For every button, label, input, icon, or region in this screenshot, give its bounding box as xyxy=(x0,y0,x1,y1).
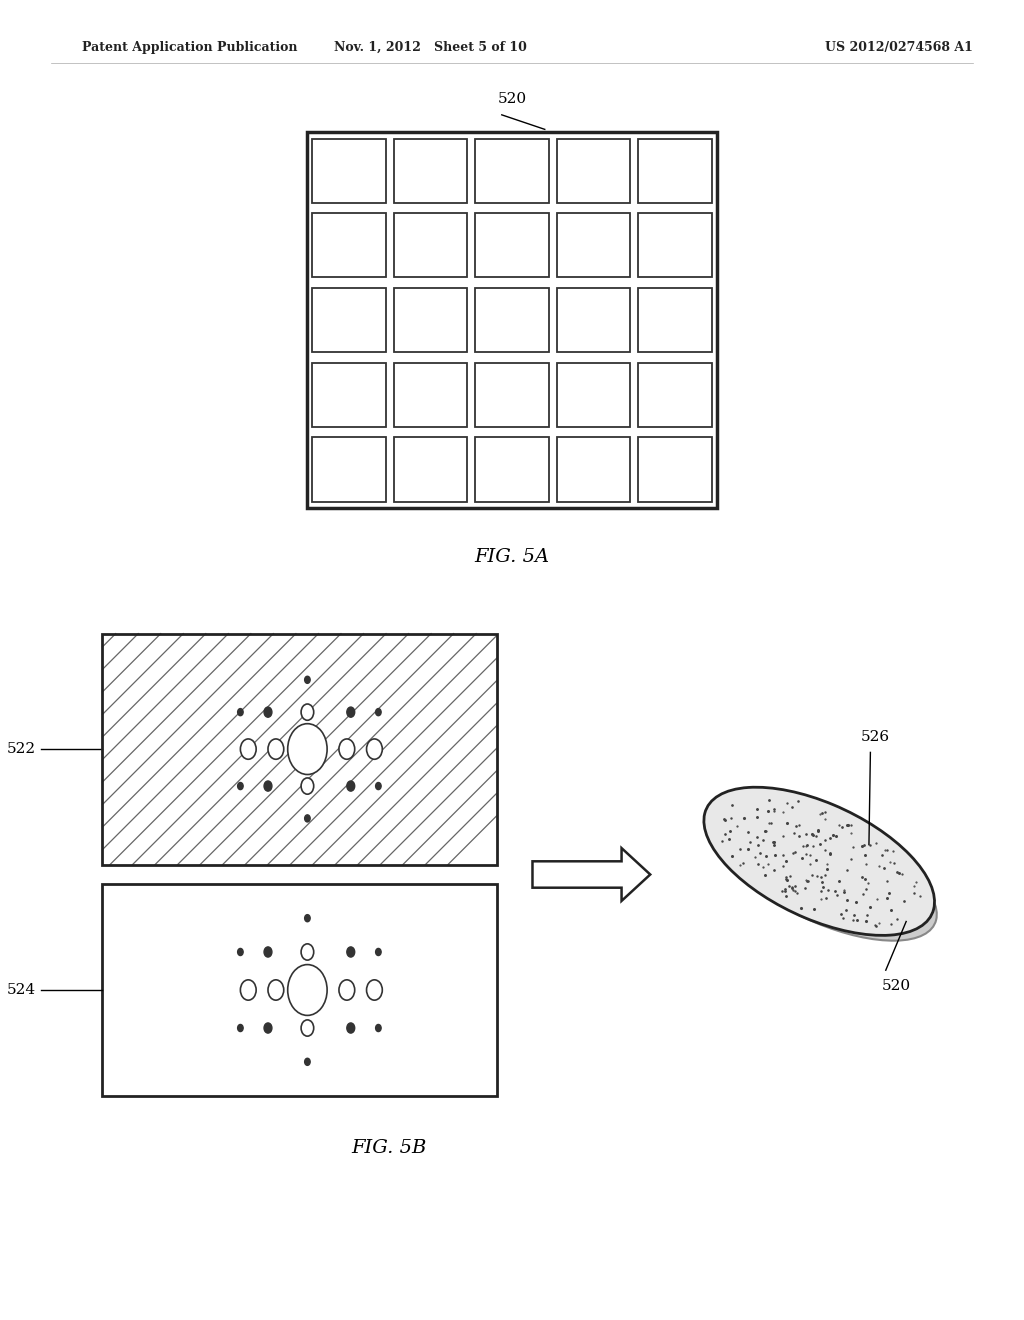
Bar xyxy=(312,288,386,352)
Circle shape xyxy=(305,1059,310,1065)
Circle shape xyxy=(238,949,243,956)
Circle shape xyxy=(339,739,354,759)
Bar xyxy=(638,214,712,277)
Bar xyxy=(394,139,467,203)
Circle shape xyxy=(238,783,243,789)
Bar xyxy=(557,214,630,277)
Circle shape xyxy=(367,979,382,1001)
Bar xyxy=(638,288,712,352)
Ellipse shape xyxy=(703,787,935,936)
Bar xyxy=(394,288,467,352)
Circle shape xyxy=(288,723,327,775)
Bar xyxy=(557,437,630,502)
Bar xyxy=(394,363,467,426)
Bar xyxy=(312,139,386,203)
Circle shape xyxy=(301,704,313,721)
Circle shape xyxy=(264,946,272,957)
Circle shape xyxy=(264,781,272,791)
Circle shape xyxy=(301,944,313,960)
Circle shape xyxy=(347,946,354,957)
Bar xyxy=(638,139,712,203)
Bar xyxy=(557,139,630,203)
Text: FIG. 5B: FIG. 5B xyxy=(351,1139,427,1158)
Circle shape xyxy=(367,739,382,759)
Circle shape xyxy=(238,1024,243,1031)
Circle shape xyxy=(301,777,313,795)
Bar xyxy=(475,139,549,203)
Circle shape xyxy=(339,979,354,1001)
Circle shape xyxy=(268,979,284,1001)
Circle shape xyxy=(264,708,272,717)
Bar xyxy=(638,437,712,502)
Bar xyxy=(394,214,467,277)
FancyArrow shape xyxy=(532,847,650,900)
Bar xyxy=(102,634,497,865)
Circle shape xyxy=(301,1020,313,1036)
Ellipse shape xyxy=(718,808,937,941)
Bar xyxy=(394,437,467,502)
Bar xyxy=(102,884,497,1096)
Bar xyxy=(307,132,717,508)
Bar xyxy=(475,437,549,502)
Bar xyxy=(475,288,549,352)
Bar xyxy=(312,363,386,426)
Bar xyxy=(475,363,549,426)
Text: 522: 522 xyxy=(7,742,36,756)
Circle shape xyxy=(238,709,243,715)
Bar xyxy=(312,214,386,277)
Text: 526: 526 xyxy=(861,730,890,743)
Circle shape xyxy=(305,814,310,822)
Circle shape xyxy=(376,949,381,956)
Bar xyxy=(312,437,386,502)
Bar xyxy=(475,214,549,277)
Circle shape xyxy=(305,676,310,684)
Text: Nov. 1, 2012   Sheet 5 of 10: Nov. 1, 2012 Sheet 5 of 10 xyxy=(334,41,526,54)
Text: FIG. 5A: FIG. 5A xyxy=(474,548,550,566)
Bar xyxy=(557,363,630,426)
Circle shape xyxy=(347,781,354,791)
Bar xyxy=(102,634,497,865)
Circle shape xyxy=(376,783,381,789)
Circle shape xyxy=(268,739,284,759)
Text: US 2012/0274568 A1: US 2012/0274568 A1 xyxy=(825,41,973,54)
Bar xyxy=(557,288,630,352)
Text: 524: 524 xyxy=(7,983,36,997)
Text: Patent Application Publication: Patent Application Publication xyxy=(82,41,297,54)
Circle shape xyxy=(288,965,327,1015)
Circle shape xyxy=(376,709,381,715)
Bar xyxy=(638,363,712,426)
Circle shape xyxy=(264,1023,272,1034)
Text: 520: 520 xyxy=(882,979,910,993)
Circle shape xyxy=(347,1023,354,1034)
Circle shape xyxy=(347,708,354,717)
Circle shape xyxy=(241,739,256,759)
Circle shape xyxy=(305,915,310,921)
Circle shape xyxy=(241,979,256,1001)
Circle shape xyxy=(376,1024,381,1031)
Text: 520: 520 xyxy=(498,92,526,106)
